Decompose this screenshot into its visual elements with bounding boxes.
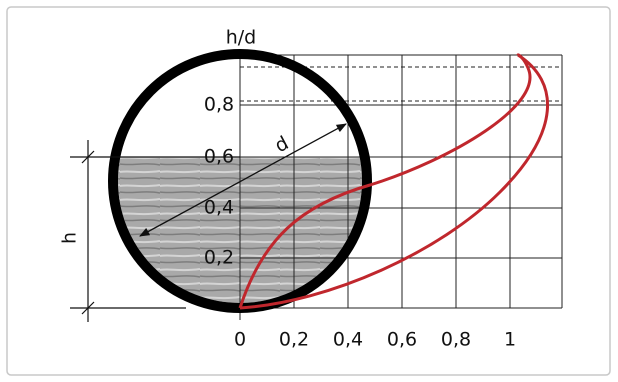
height-label: h xyxy=(59,232,81,244)
x-tick-label: 0,4 xyxy=(333,329,363,351)
height-dimension xyxy=(70,140,240,322)
y-tick-label: 0,4 xyxy=(204,197,234,219)
x-tick-label: 0,2 xyxy=(279,329,309,351)
x-tick-label: 0,6 xyxy=(387,329,417,351)
y-tick-label: 0,2 xyxy=(204,247,234,269)
y-tick-label: 0,8 xyxy=(204,94,234,116)
diameter-arrow xyxy=(139,123,347,237)
grid xyxy=(239,54,563,320)
x-tick-label: 0,8 xyxy=(441,329,471,351)
x-tick-label: 1 xyxy=(504,329,516,351)
curve-flow xyxy=(239,53,549,310)
y-axis-label: h/d xyxy=(226,27,257,49)
curve-velocity xyxy=(238,53,532,309)
x-tick-label: 0 xyxy=(234,329,246,351)
y-tick-label: 0,6 xyxy=(204,146,234,168)
